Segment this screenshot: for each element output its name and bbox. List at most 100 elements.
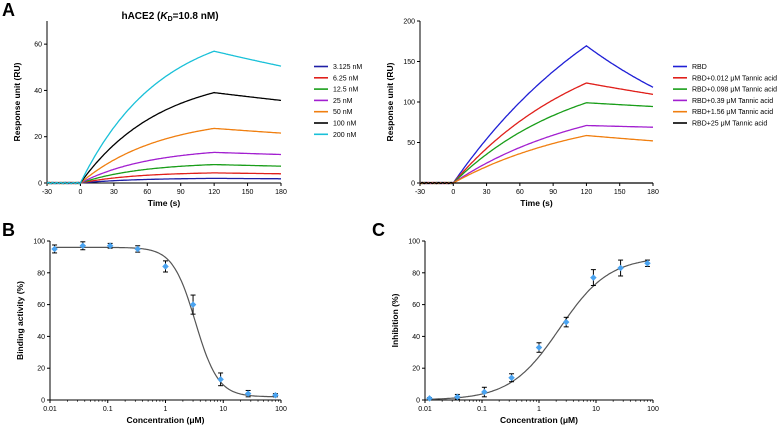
data-point xyxy=(508,374,515,381)
data-point xyxy=(106,242,114,250)
chart-c-inhibition: 0.01 0.1 1 10 100 0 20 40 60 80 100 Concentration (… xyxy=(390,239,659,426)
x-axis-title: Time (s) xyxy=(148,198,181,208)
x-tick-label: 0.1 xyxy=(477,406,487,413)
data-point xyxy=(644,260,651,267)
x-tick-label: 100 xyxy=(275,406,287,413)
series-line xyxy=(419,102,653,185)
series-line xyxy=(46,172,281,185)
x-tick-label: 60 xyxy=(143,189,151,196)
x-axis-title: Time (s) xyxy=(520,198,553,208)
data-point xyxy=(590,274,597,281)
series-line xyxy=(46,91,282,185)
y-tick-label: 20 xyxy=(412,366,420,373)
x-tick-label: 120 xyxy=(208,189,220,196)
x-tick-label: 0 xyxy=(451,189,455,196)
x-tick-label: 90 xyxy=(549,189,557,196)
y-tick-label: 0 xyxy=(416,398,420,405)
y-tick-label: 40 xyxy=(34,88,42,95)
series-line xyxy=(46,151,281,185)
legend-label: 25 nM xyxy=(333,98,353,105)
legend-label: 100 nM xyxy=(333,121,357,128)
legend-label: 6.25 nM xyxy=(333,75,358,82)
y-tick-label: 80 xyxy=(412,270,420,277)
data-point xyxy=(481,388,488,396)
data-point xyxy=(454,393,461,401)
x-tick-label: 150 xyxy=(242,189,254,196)
panel-label-b: B xyxy=(2,220,15,240)
legend-label: RBD+1.56 μM Tannic acid xyxy=(692,109,773,116)
y-tick-label: 0 xyxy=(38,181,42,188)
y-tick-label: 80 xyxy=(37,270,45,277)
x-tick-label: -30 xyxy=(415,189,425,196)
legend-label: 12.5 nM xyxy=(333,87,358,94)
y-tick-label: 200 xyxy=(403,19,415,26)
y-tick-label: 100 xyxy=(403,100,415,107)
y-tick-label: 100 xyxy=(33,239,45,246)
y-tick-label: 60 xyxy=(37,302,45,309)
x-tick-label: 1 xyxy=(164,406,168,413)
legend-label: RBD+0.012 μM Tannic acid xyxy=(692,75,777,82)
x-tick-label: 10 xyxy=(219,406,227,413)
x-tick-label: 30 xyxy=(483,189,491,196)
series-line xyxy=(46,163,282,185)
data-point xyxy=(162,263,169,270)
y-tick-label: 50 xyxy=(407,140,415,147)
x-tick-label: 150 xyxy=(614,189,626,196)
x-axis-title: Concentration (μM) xyxy=(500,415,578,425)
x-tick-label: 0.01 xyxy=(418,406,432,413)
y-tick-label: 60 xyxy=(34,42,42,49)
series-line xyxy=(419,44,654,185)
series-line xyxy=(419,82,654,185)
data-point xyxy=(426,395,433,402)
y-axis-title: Inhibition (%) xyxy=(390,293,400,347)
x-tick-label: 1 xyxy=(537,406,541,413)
y-tick-label: 150 xyxy=(403,59,415,66)
x-tick-label: -30 xyxy=(42,189,52,196)
legend-label: RBD+0.39 μM Tannic acid xyxy=(692,98,773,105)
data-point xyxy=(272,391,279,399)
x-tick-label: 10 xyxy=(592,406,600,413)
y-axis-title: Response unit (RU) xyxy=(385,62,395,141)
x-tick-label: 180 xyxy=(647,189,659,196)
x-tick-label: 180 xyxy=(275,189,287,196)
x-tick-label: 90 xyxy=(177,189,185,196)
legend-label: RBD+25 μM Tannic acid xyxy=(692,121,767,128)
chart-b-binding-activity: 0.01 0.1 1 10 100 0 20 40 60 80 100 Concentration (… xyxy=(15,239,287,426)
y-tick-label: 60 xyxy=(412,302,420,309)
y-tick-label: 0 xyxy=(411,181,415,188)
fit-curve xyxy=(429,260,648,400)
y-tick-label: 40 xyxy=(37,334,45,341)
legend-label: RBD xyxy=(692,64,707,71)
legend-label: 200 nM xyxy=(333,132,357,139)
legend-label: RBD+0.098 μM Tannic acid xyxy=(692,87,777,94)
panel-label-c: C xyxy=(372,220,385,240)
legend-label: 50 nM xyxy=(333,109,353,116)
y-tick-label: 0 xyxy=(41,398,45,405)
y-axis-title: Response unit (RU) xyxy=(12,62,22,141)
x-tick-label: 60 xyxy=(516,189,524,196)
y-tick-label: 100 xyxy=(408,239,420,246)
data-point xyxy=(244,390,252,397)
data-point xyxy=(79,242,87,250)
data-point xyxy=(217,376,224,383)
legend-label: 3.125 nM xyxy=(333,64,362,71)
data-point xyxy=(562,318,570,326)
panel-label-a: A xyxy=(2,0,15,20)
chart-a1-title: hACE2 (KD=10.8 nM) xyxy=(121,11,218,23)
x-tick-label: 0.01 xyxy=(43,406,57,413)
data-point xyxy=(51,245,58,253)
series-line xyxy=(419,124,653,185)
y-tick-label: 40 xyxy=(412,334,420,341)
series-line xyxy=(419,134,654,185)
x-tick-label: 100 xyxy=(647,406,659,413)
series-line xyxy=(46,127,282,185)
data-point xyxy=(617,264,624,272)
data-point xyxy=(134,245,141,253)
series-line xyxy=(419,181,653,185)
fit-curve xyxy=(54,246,276,398)
x-tick-label: 120 xyxy=(581,189,593,196)
x-tick-label: 0.1 xyxy=(103,406,113,413)
